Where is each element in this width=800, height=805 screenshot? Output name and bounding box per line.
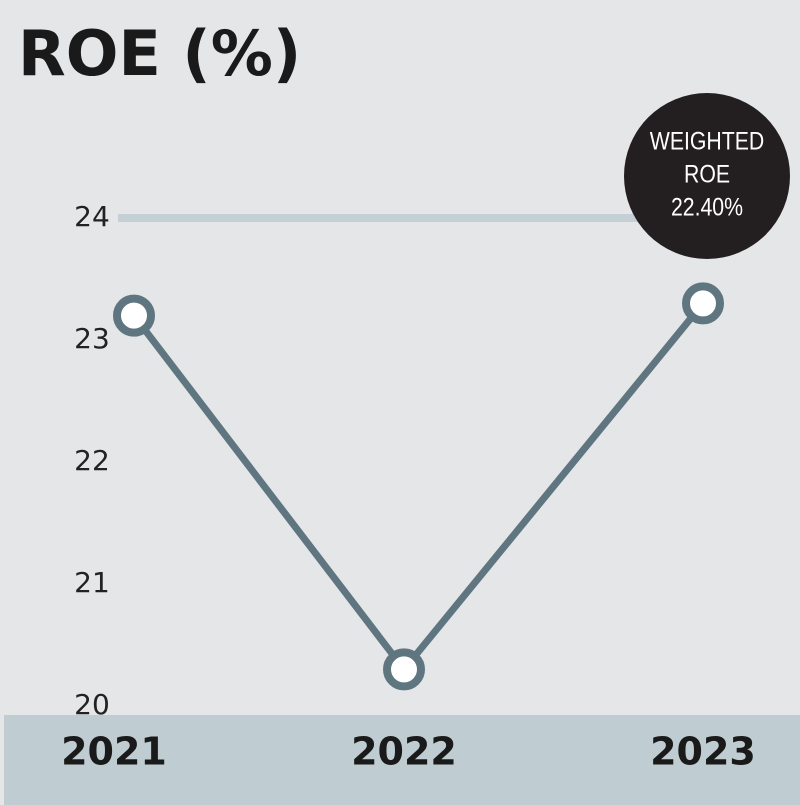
- x-tick-label: 2022: [351, 730, 457, 774]
- y-tick-label: 21: [74, 566, 110, 599]
- y-tick-label: 23: [74, 322, 110, 355]
- x-tick-label: 2021: [61, 730, 167, 774]
- y-tick-label: 22: [74, 444, 110, 477]
- annotation: WEIGHTED ROE 22.40%: [624, 93, 790, 259]
- annotation-text: 22.40%: [671, 193, 743, 221]
- y-tick-label: 24: [74, 200, 110, 233]
- marker: [682, 282, 724, 325]
- x-axis-band: [4, 715, 800, 805]
- chart-title: ROE (%): [18, 17, 301, 90]
- annotation-text: ROE: [684, 160, 730, 188]
- annotation-text: WEIGHTED: [650, 127, 764, 155]
- x-tick-label: 2023: [650, 730, 756, 774]
- annotation-bubble: [624, 93, 790, 259]
- y-tick-label: 20: [74, 688, 110, 721]
- marker: [383, 648, 425, 691]
- marker: [113, 294, 155, 337]
